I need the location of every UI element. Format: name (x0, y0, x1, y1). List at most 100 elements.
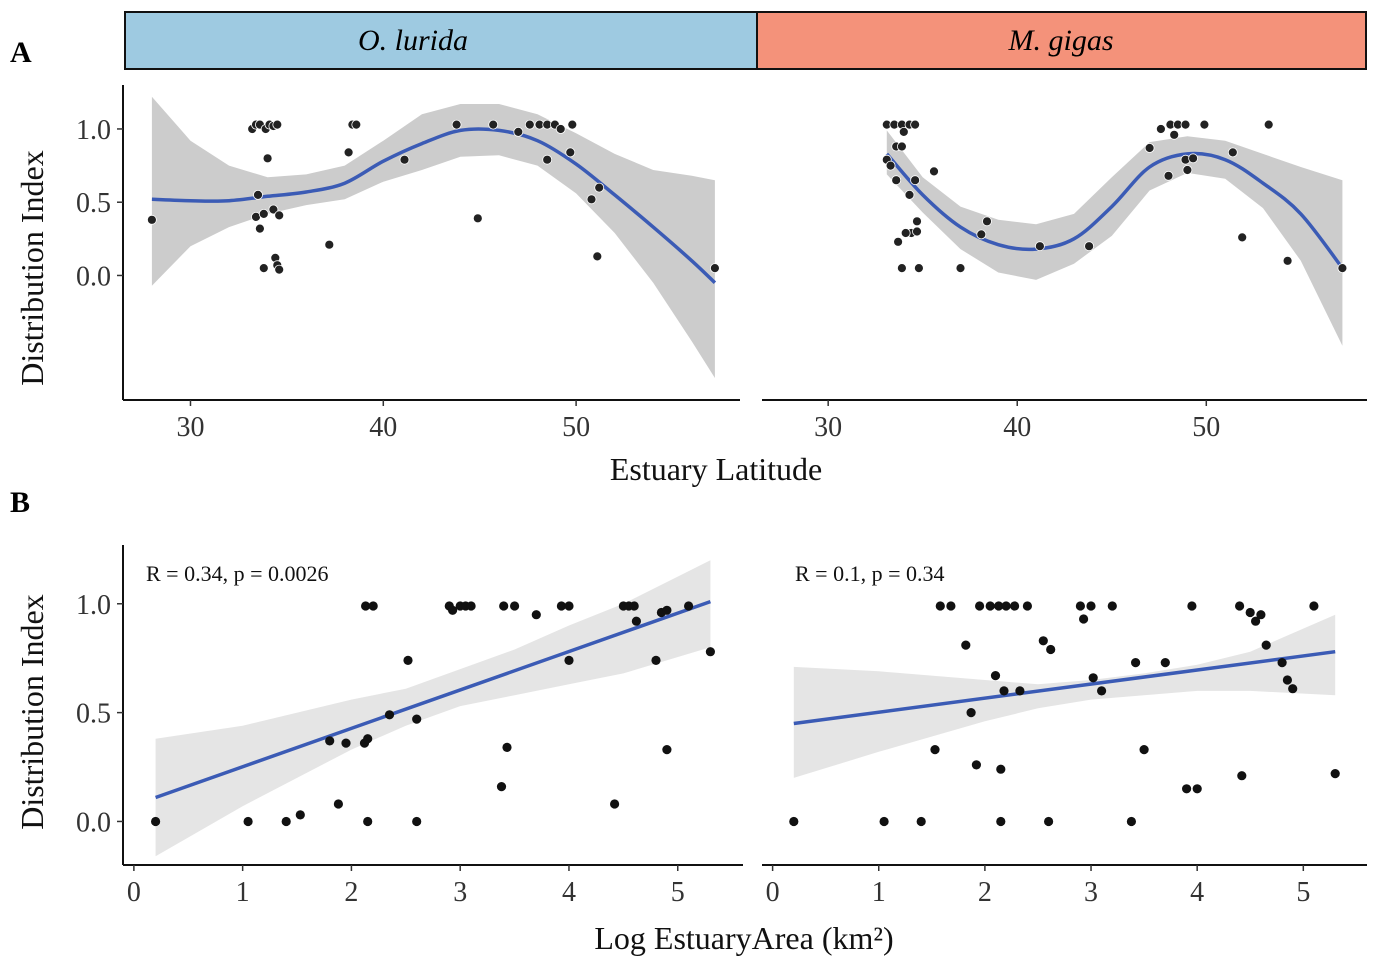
data-point (243, 816, 253, 827)
stat-annotation-right: R = 0.1, p = 0.34 (795, 561, 945, 586)
data-point (341, 738, 351, 748)
y-axis-title-b: Distribution Index (14, 594, 50, 830)
data-point (1261, 640, 1271, 650)
data-point (361, 601, 371, 611)
data-point (466, 601, 476, 611)
x-tick-label: 1 (236, 877, 250, 908)
data-point (1282, 255, 1293, 266)
fit-line (155, 599, 711, 800)
fit-line (793, 649, 1336, 726)
data-point (556, 601, 567, 611)
data-point (333, 799, 343, 809)
panel-b-letter: B (10, 486, 30, 519)
data-point (592, 251, 603, 262)
data-point (1139, 745, 1149, 755)
data-point (1256, 610, 1266, 620)
x-tick-label: 2 (978, 877, 992, 908)
data-point (1245, 607, 1255, 618)
data-point (281, 816, 291, 827)
data-point (1277, 658, 1287, 668)
x-axis-title-b: Log EstuaryArea (km²) (594, 920, 893, 956)
data-point (914, 263, 924, 274)
data-point (662, 605, 672, 615)
data-point (893, 236, 903, 247)
data-point (565, 147, 576, 158)
confidence-band (886, 130, 1343, 346)
data-point (1288, 684, 1298, 694)
data-point (976, 229, 987, 240)
data-point (488, 119, 499, 130)
data-point (412, 816, 422, 827)
data-point (1046, 644, 1056, 655)
facet-strip-right (756, 11, 1367, 70)
data-point (610, 799, 620, 809)
data-point (586, 194, 597, 205)
data-point (1131, 658, 1141, 668)
data-point (274, 264, 285, 275)
data-point (1163, 170, 1174, 181)
data-point (499, 601, 509, 611)
data-point (1237, 771, 1247, 781)
panel-b-left-plot: 0 1 2 3 4 5 0.0 0.5 1.0 (76, 545, 743, 908)
confidence-band (793, 614, 1336, 778)
data-point (513, 126, 524, 137)
data-point (274, 210, 285, 221)
y-tick-label: 0.0 (76, 807, 111, 838)
data-point (629, 601, 639, 611)
data-point (1251, 616, 1261, 626)
x-tick-label: 5 (1296, 877, 1310, 908)
data-point (912, 216, 922, 227)
x-axis-title-a: Estuary Latitude (610, 451, 822, 487)
data-point (910, 119, 920, 130)
data-point (1182, 165, 1193, 175)
data-point (363, 816, 373, 827)
data-point (324, 239, 335, 250)
data-point (982, 216, 992, 227)
data-point (651, 655, 661, 666)
x-tick-label: 50 (562, 412, 590, 443)
data-point (879, 816, 889, 827)
data-point (564, 655, 574, 666)
data-point (955, 263, 966, 274)
data-point (900, 228, 911, 238)
x-tick-label: 30 (176, 412, 204, 443)
data-point (999, 686, 1009, 696)
data-point (258, 208, 269, 219)
panel-a-right-plot: 30 40 50 (762, 119, 1367, 443)
data-point (1022, 601, 1032, 611)
y-tick-label: 0.5 (76, 699, 111, 730)
data-point (990, 671, 1001, 681)
data-point (904, 189, 915, 200)
data-point (542, 154, 553, 165)
panel-a-letter: A (10, 36, 32, 69)
data-point (295, 810, 305, 820)
data-point (897, 141, 907, 152)
x-tick-label: 4 (562, 877, 576, 908)
data-point (710, 263, 720, 274)
data-point (985, 601, 995, 611)
data-point (994, 601, 1004, 611)
data-point (146, 214, 157, 225)
data-point (946, 601, 956, 611)
data-point (996, 764, 1006, 774)
confidence-band (155, 560, 711, 857)
data-point (472, 213, 483, 224)
panel-b-right-plot: 0 1 2 3 4 5 (762, 601, 1367, 908)
data-point (1282, 675, 1292, 685)
data-point (1309, 601, 1319, 611)
data-point (524, 119, 535, 130)
x-tick-label: 3 (1084, 877, 1098, 908)
data-point (1107, 601, 1117, 611)
data-point (363, 734, 373, 744)
data-point (1330, 769, 1340, 779)
facet-label-left: O. lurida (358, 24, 468, 57)
data-point (898, 126, 909, 137)
data-point (1079, 614, 1089, 624)
data-point (1035, 241, 1045, 252)
confidence-band (151, 96, 715, 378)
data-point (975, 601, 985, 611)
data-point (1001, 601, 1011, 611)
y-tick-label: 0.5 (76, 188, 111, 219)
data-point (1192, 784, 1202, 794)
x-tick-label: 2 (344, 877, 358, 908)
